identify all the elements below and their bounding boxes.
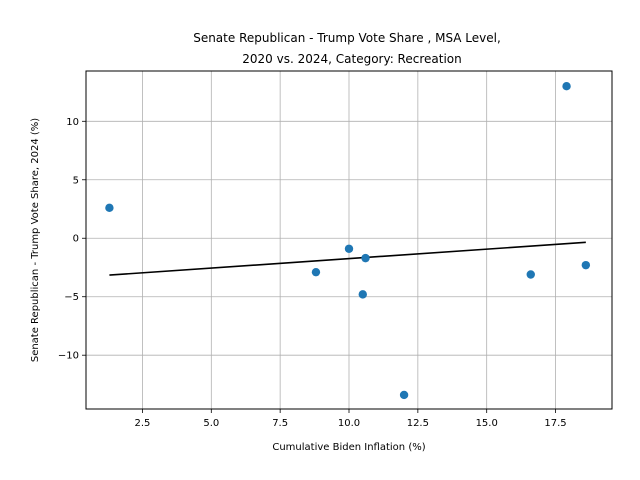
data-point [361, 253, 370, 263]
x-axis-label: Cumulative Biden Inflation (%) [272, 442, 425, 453]
data-point [562, 82, 571, 91]
trendline-layer [109, 241, 586, 276]
x-tick-label: 17.5 [544, 418, 566, 429]
data-point [344, 244, 354, 253]
x-tick-label: 5.0 [203, 418, 219, 429]
data-points [105, 82, 591, 400]
x-tick-label: 15.0 [476, 418, 498, 429]
trendline [109, 241, 586, 276]
y-tick-label: −10 [58, 351, 79, 362]
data-point [526, 270, 535, 279]
grid-lines [86, 71, 612, 409]
data-point [358, 290, 367, 299]
data-point [105, 203, 114, 213]
y-tick-label: 0 [73, 234, 79, 245]
y-axis-label: Senate Republican - Trump Vote Share, 20… [30, 118, 41, 362]
chart-title-line-1: Senate Republican - Trump Vote Share , M… [193, 31, 501, 45]
chart-title: Senate Republican - Trump Vote Share , M… [193, 31, 501, 66]
chart-title-line-2: 2020 vs. 2024, Category: Recreation [242, 52, 461, 66]
y-tick-label: −5 [64, 292, 79, 303]
y-tick-label: 5 [73, 175, 79, 186]
x-tick-label: 2.5 [135, 418, 151, 429]
x-tick-label: 10.0 [338, 418, 360, 429]
data-point [581, 260, 591, 270]
data-point [311, 267, 321, 277]
y-axis-ticks: −10 −5 0 5 10 [58, 117, 86, 362]
y-tick-label: 10 [66, 117, 79, 128]
x-tick-label: 12.5 [407, 418, 429, 429]
x-tick-label: 7.5 [272, 418, 288, 429]
data-point [399, 390, 409, 400]
x-axis-ticks: 2.5 5.0 7.5 10.0 12.5 15.0 17.5 [135, 409, 567, 429]
